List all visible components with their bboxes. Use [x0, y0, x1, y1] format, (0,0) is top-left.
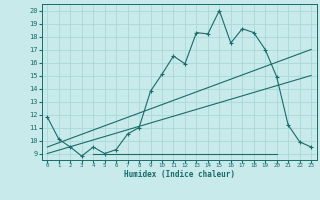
X-axis label: Humidex (Indice chaleur): Humidex (Indice chaleur)	[124, 170, 235, 179]
